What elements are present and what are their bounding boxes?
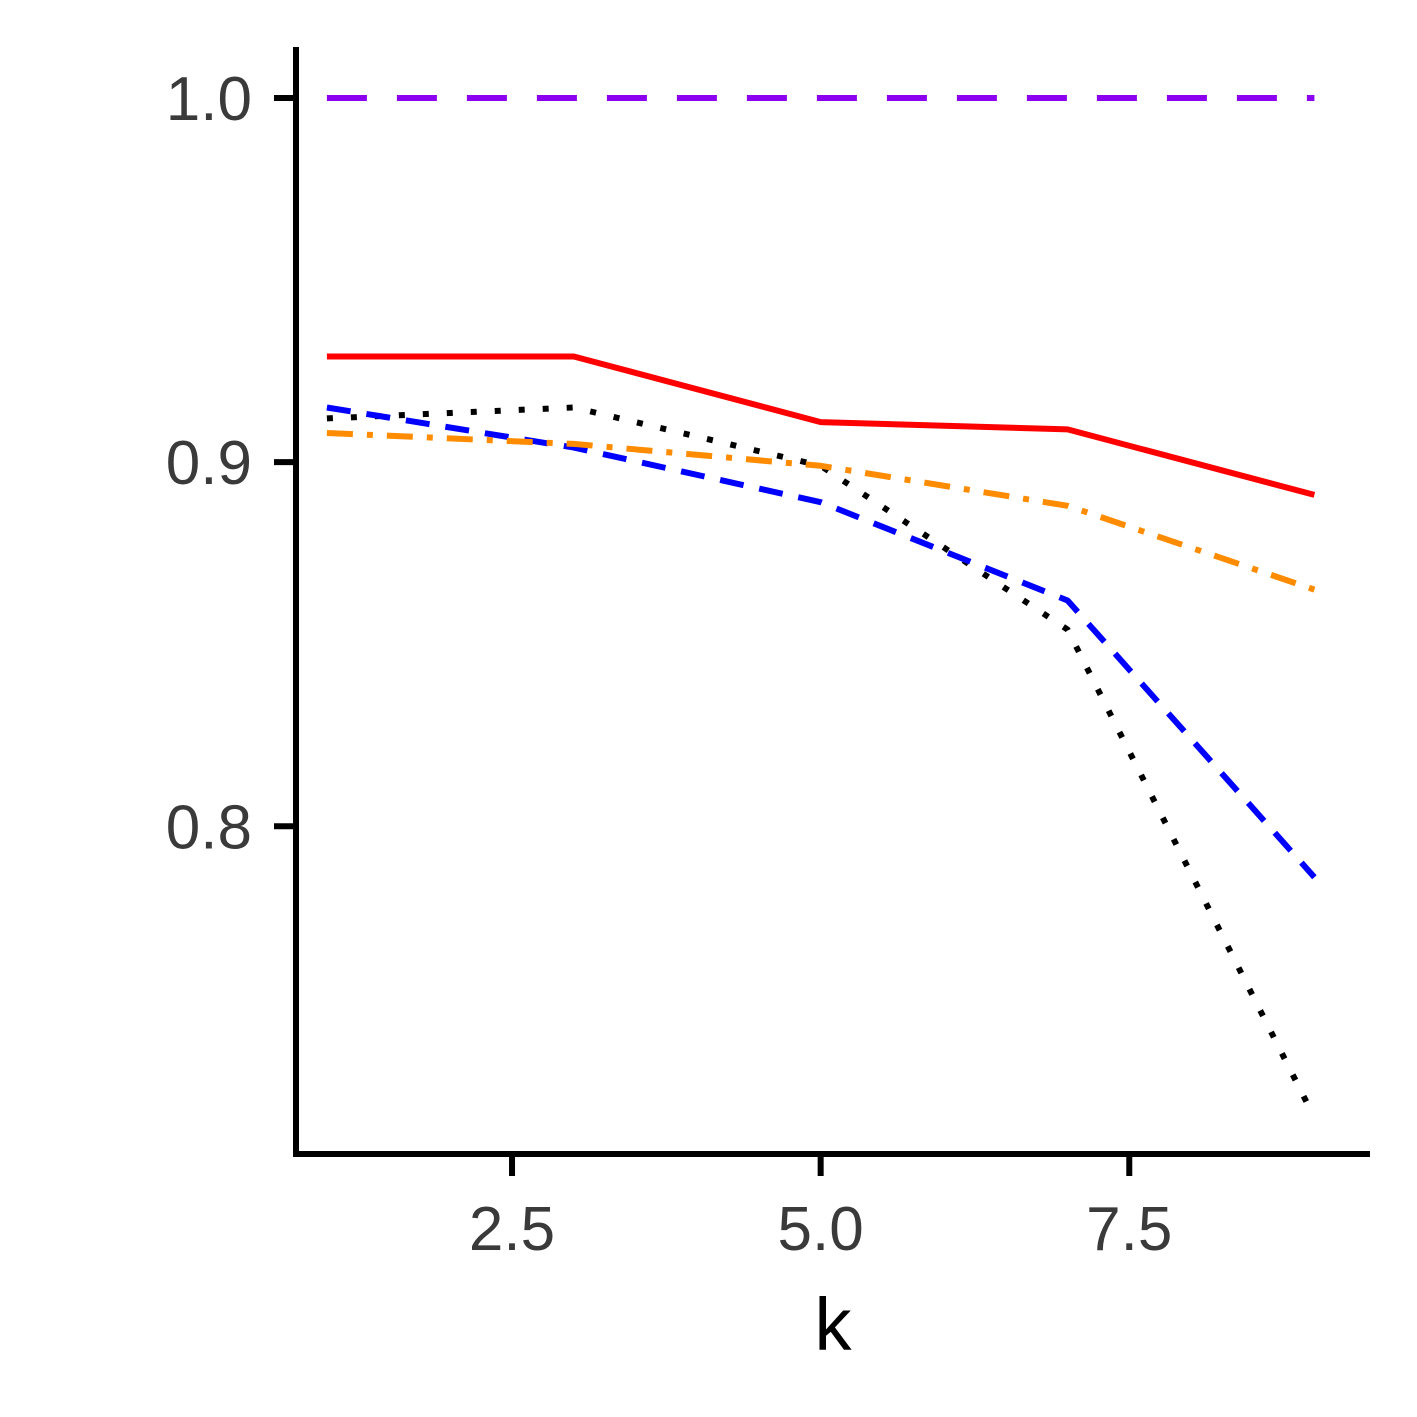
x-tick-label: 7.5 [1086, 1195, 1172, 1264]
series-line-5 [326, 430, 1316, 593]
x-tick-label: 5.0 [778, 1195, 864, 1264]
x-axis-title: k [815, 1283, 853, 1366]
y-tick-label: 0.8 [166, 793, 252, 862]
x-tick-label: 2.5 [469, 1195, 555, 1264]
series-line-4 [326, 404, 1317, 880]
series-line-2 [326, 353, 1316, 498]
series-layer [326, 95, 1318, 1119]
x-axis-ticks: 2.5 5.0 7.5 [469, 1154, 1172, 1264]
y-tick-label: 0.9 [166, 429, 252, 498]
y-axis-ticks: 0.8 0.9 1.0 [166, 65, 296, 862]
series-line-3 [326, 404, 1318, 1119]
y-tick-label: 1.0 [166, 65, 252, 134]
